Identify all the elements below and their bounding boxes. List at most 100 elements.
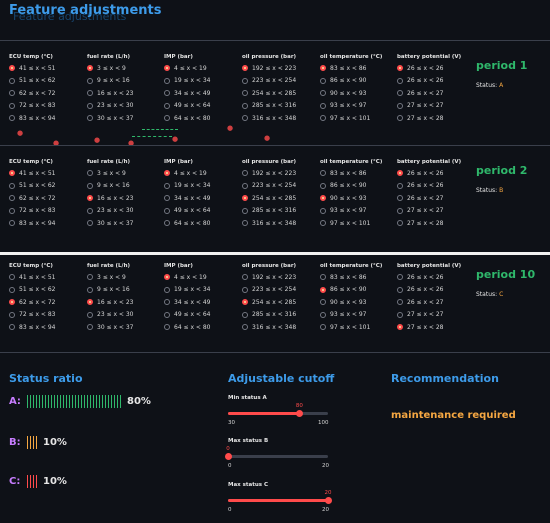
- radio-option[interactable]: 16 ≤ x < 23: [87, 192, 165, 205]
- radio-icon[interactable]: [242, 274, 248, 281]
- radio-icon[interactable]: [87, 77, 93, 84]
- radio-option[interactable]: 62 ≤ x < 72: [9, 296, 87, 309]
- radio-icon[interactable]: [397, 77, 403, 84]
- radio-icon[interactable]: [320, 77, 326, 84]
- radio-selected-icon[interactable]: [320, 65, 326, 72]
- radio-option[interactable]: 223 ≤ x < 254: [242, 180, 320, 193]
- radio-option[interactable]: 26 ≤ x < 26: [397, 180, 475, 193]
- radio-icon[interactable]: [164, 299, 170, 306]
- radio-option[interactable]: 51 ≤ x < 62: [9, 284, 87, 297]
- radio-option[interactable]: 72 ≤ x < 83: [9, 309, 87, 322]
- radio-option[interactable]: 93 ≤ x < 97: [320, 309, 398, 322]
- radio-icon[interactable]: [9, 195, 15, 202]
- radio-icon[interactable]: [164, 324, 170, 331]
- radio-option[interactable]: 223 ≤ x < 254: [242, 284, 320, 297]
- radio-option[interactable]: 83 ≤ x < 86: [320, 62, 398, 75]
- slider-thumb[interactable]: [295, 410, 303, 417]
- radio-icon[interactable]: [320, 170, 326, 177]
- radio-icon[interactable]: [242, 90, 248, 97]
- radio-option[interactable]: 26 ≤ x < 26: [397, 167, 475, 180]
- radio-option[interactable]: 285 ≤ x < 316: [242, 205, 320, 218]
- radio-option[interactable]: 34 ≤ x < 49: [164, 192, 242, 205]
- radio-option[interactable]: 72 ≤ x < 83: [9, 205, 87, 218]
- radio-icon[interactable]: [320, 115, 326, 122]
- radio-selected-icon[interactable]: [242, 195, 248, 202]
- radio-option[interactable]: 34 ≤ x < 49: [164, 296, 242, 309]
- radio-option[interactable]: 3 ≤ x < 9: [87, 62, 165, 75]
- radio-icon[interactable]: [242, 207, 248, 214]
- radio-icon[interactable]: [320, 102, 326, 109]
- radio-option[interactable]: 26 ≤ x < 26: [397, 271, 475, 284]
- radio-icon[interactable]: [397, 182, 403, 189]
- radio-option[interactable]: 9 ≤ x < 16: [87, 180, 165, 193]
- radio-option[interactable]: 86 ≤ x < 90: [320, 180, 398, 193]
- radio-icon[interactable]: [320, 324, 326, 331]
- radio-selected-icon[interactable]: [9, 65, 15, 72]
- radio-icon[interactable]: [164, 115, 170, 122]
- radio-option[interactable]: 30 ≤ x < 37: [87, 112, 165, 125]
- radio-icon[interactable]: [87, 220, 93, 227]
- radio-option[interactable]: 83 ≤ x < 94: [9, 112, 87, 125]
- radio-icon[interactable]: [164, 311, 170, 318]
- radio-option[interactable]: 316 ≤ x < 348: [242, 321, 320, 334]
- radio-selected-icon[interactable]: [397, 170, 403, 177]
- radio-icon[interactable]: [242, 115, 248, 122]
- radio-icon[interactable]: [397, 274, 403, 281]
- radio-icon[interactable]: [9, 115, 15, 122]
- radio-option[interactable]: 254 ≤ x < 285: [242, 87, 320, 100]
- radio-option[interactable]: 316 ≤ x < 348: [242, 217, 320, 230]
- radio-option[interactable]: 285 ≤ x < 316: [242, 309, 320, 322]
- radio-option[interactable]: 27 ≤ x < 28: [397, 217, 475, 230]
- radio-icon[interactable]: [9, 324, 15, 331]
- radio-icon[interactable]: [397, 195, 403, 202]
- radio-icon[interactable]: [164, 102, 170, 109]
- radio-selected-icon[interactable]: [164, 65, 170, 72]
- radio-option[interactable]: 93 ≤ x < 97: [320, 205, 398, 218]
- radio-icon[interactable]: [87, 90, 93, 97]
- radio-icon[interactable]: [320, 311, 326, 318]
- radio-icon[interactable]: [242, 311, 248, 318]
- radio-selected-icon[interactable]: [397, 65, 403, 72]
- radio-icon[interactable]: [242, 77, 248, 84]
- radio-option[interactable]: 192 ≤ x < 223: [242, 167, 320, 180]
- radio-option[interactable]: 16 ≤ x < 23: [87, 87, 165, 100]
- radio-icon[interactable]: [320, 274, 326, 281]
- radio-icon[interactable]: [242, 324, 248, 331]
- radio-option[interactable]: 192 ≤ x < 223: [242, 271, 320, 284]
- radio-selected-icon[interactable]: [87, 195, 93, 202]
- radio-option[interactable]: 4 ≤ x < 19: [164, 271, 242, 284]
- radio-icon[interactable]: [9, 77, 15, 84]
- radio-option[interactable]: 19 ≤ x < 34: [164, 284, 242, 297]
- radio-icon[interactable]: [9, 102, 15, 109]
- radio-icon[interactable]: [9, 286, 15, 293]
- radio-icon[interactable]: [9, 220, 15, 227]
- radio-selected-icon[interactable]: [9, 170, 15, 177]
- radio-option[interactable]: 51 ≤ x < 62: [9, 180, 87, 193]
- radio-icon[interactable]: [320, 299, 326, 306]
- radio-option[interactable]: 254 ≤ x < 285: [242, 192, 320, 205]
- radio-option[interactable]: 27 ≤ x < 27: [397, 205, 475, 218]
- radio-icon[interactable]: [397, 220, 403, 227]
- radio-icon[interactable]: [242, 286, 248, 293]
- radio-selected-icon[interactable]: [320, 286, 326, 293]
- radio-option[interactable]: 9 ≤ x < 16: [87, 75, 165, 88]
- radio-selected-icon[interactable]: [87, 299, 93, 306]
- radio-icon[interactable]: [320, 90, 326, 97]
- radio-icon[interactable]: [242, 170, 248, 177]
- radio-icon[interactable]: [87, 311, 93, 318]
- radio-icon[interactable]: [9, 274, 15, 281]
- radio-selected-icon[interactable]: [242, 65, 248, 72]
- radio-selected-icon[interactable]: [9, 299, 15, 306]
- slider-track[interactable]: 80: [228, 403, 328, 417]
- radio-icon[interactable]: [242, 102, 248, 109]
- radio-icon[interactable]: [87, 324, 93, 331]
- radio-icon[interactable]: [164, 286, 170, 293]
- radio-option[interactable]: 90 ≤ x < 93: [320, 87, 398, 100]
- radio-option[interactable]: 19 ≤ x < 34: [164, 180, 242, 193]
- radio-option[interactable]: 83 ≤ x < 86: [320, 167, 398, 180]
- radio-option[interactable]: 97 ≤ x < 101: [320, 321, 398, 334]
- radio-icon[interactable]: [164, 182, 170, 189]
- radio-icon[interactable]: [87, 102, 93, 109]
- radio-option[interactable]: 34 ≤ x < 49: [164, 87, 242, 100]
- radio-option[interactable]: 9 ≤ x < 16: [87, 284, 165, 297]
